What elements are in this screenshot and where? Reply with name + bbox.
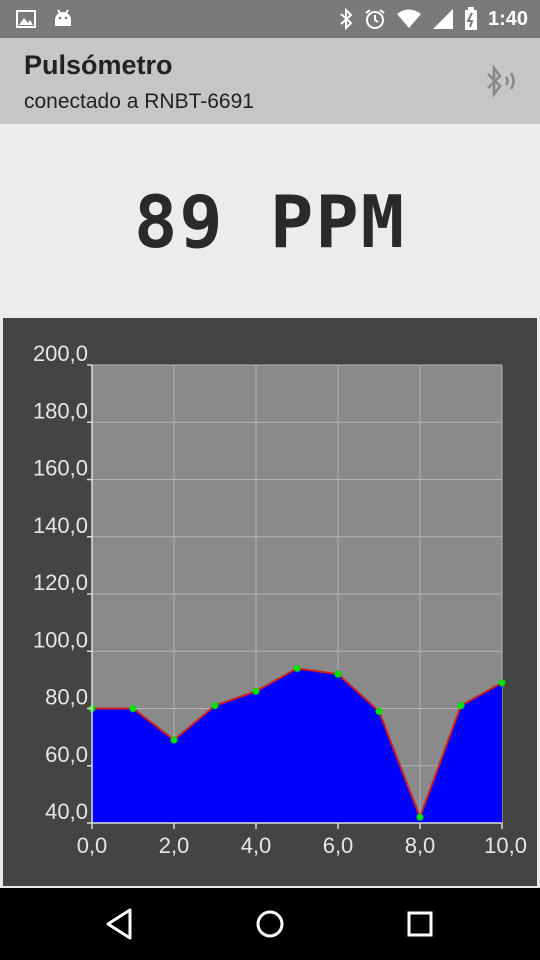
recents-icon[interactable]: [402, 906, 438, 942]
connection-status: conectado a RNBT-6691: [24, 90, 254, 113]
x-tick-label: 0,0: [77, 833, 108, 858]
data-point: [457, 702, 465, 710]
y-tick-label: 180,0: [33, 398, 88, 423]
x-tick-label: 10,0: [484, 833, 527, 858]
y-tick-label: 160,0: [33, 456, 88, 481]
y-tick-label: 200,0: [33, 341, 88, 366]
heart-rate-chart: 40,0 60,0 80,0 100,0 120,0 140,0 160,0 180,0 200…: [3, 318, 537, 886]
data-point: [293, 664, 301, 672]
area-fill: [92, 668, 502, 823]
data-point: [498, 679, 506, 687]
data-point: [129, 705, 137, 712]
app-bar: Pulsómetro conectado a RNBT-6691: [0, 38, 540, 124]
heart-rate-reading: 89 PPM: [133, 180, 407, 264]
android-icon: [55, 9, 71, 26]
x-tick-label: 4,0: [241, 833, 272, 858]
bluetooth-icon: [340, 8, 353, 30]
data-point: [211, 702, 219, 710]
status-time: 1:40: [487, 7, 528, 30]
app-title: Pulsómetro: [24, 50, 173, 80]
signal-icon: [432, 9, 453, 29]
y-tick-label: 140,0: [33, 513, 88, 538]
chart-svg: 40,0 60,0 80,0 100,0 120,0 140,0 160,0 180,0 200…: [33, 341, 527, 858]
image-icon: [16, 10, 36, 28]
y-tick-label: 120,0: [33, 570, 88, 595]
wifi-icon: [396, 9, 421, 28]
data-point: [170, 736, 178, 744]
x-tick-label: 6,0: [323, 833, 354, 858]
data-point: [252, 687, 260, 695]
data-point: [416, 813, 424, 821]
data-point: [334, 670, 342, 678]
y-tick-label: 100,0: [33, 627, 88, 652]
status-bar: 1:40: [0, 0, 540, 38]
y-tick-label: 60,0: [45, 742, 88, 767]
y-tick-label: 40,0: [45, 799, 88, 824]
x-tick-label: 8,0: [405, 833, 436, 858]
y-tick-label: 80,0: [45, 685, 88, 710]
back-icon[interactable]: [102, 906, 138, 942]
home-icon[interactable]: [252, 906, 288, 942]
bluetooth-connected-icon[interactable]: [482, 62, 522, 102]
navigation-bar: [0, 888, 540, 960]
alarm-icon: [365, 9, 385, 29]
battery-icon: [464, 7, 477, 30]
x-tick-label: 2,0: [159, 833, 190, 858]
data-point: [375, 707, 383, 715]
